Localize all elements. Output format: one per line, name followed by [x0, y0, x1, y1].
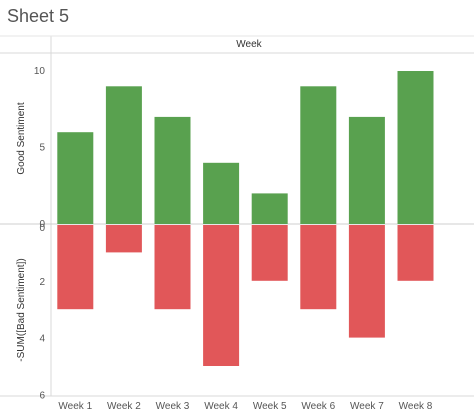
- bar-good-6[interactable]: [300, 86, 337, 224]
- x-tick-label: Week 7: [350, 401, 384, 412]
- bar-bad-4[interactable]: [203, 225, 240, 366]
- bar-bad-1[interactable]: [57, 225, 94, 310]
- bar-bad-5[interactable]: [251, 225, 288, 281]
- bar-good-3[interactable]: [154, 116, 191, 224]
- x-tick-label: Week 4: [204, 401, 238, 412]
- x-tick-label: Week 8: [399, 401, 433, 412]
- column-header: Week: [236, 39, 262, 50]
- sheet-title: Sheet 5: [7, 6, 70, 26]
- bar-bad-6[interactable]: [300, 225, 337, 310]
- y-tick-label-good: 5: [39, 143, 45, 154]
- bar-good-7[interactable]: [348, 116, 385, 224]
- bar-good-2[interactable]: [105, 86, 142, 224]
- y-tick-label-good: 10: [34, 66, 46, 77]
- x-tick-label: Week 2: [107, 401, 141, 412]
- y-tick-label-bad: 0: [39, 223, 45, 234]
- bar-good-4[interactable]: [203, 162, 240, 224]
- x-tick-label: Week 5: [253, 401, 287, 412]
- bar-bad-3[interactable]: [154, 225, 191, 310]
- y-tick-label-bad: 4: [39, 334, 45, 345]
- y-tick-label-bad: 6: [39, 390, 45, 401]
- x-tick-label: Week 1: [58, 401, 92, 412]
- bar-good-5[interactable]: [251, 193, 288, 224]
- y-axis-title-good: Good Sentiment: [16, 102, 27, 174]
- x-tick-label: Week 6: [301, 401, 335, 412]
- y-tick-label-bad: 2: [39, 277, 45, 288]
- y-tick-label-good: 0: [39, 219, 45, 230]
- bar-bad-2[interactable]: [105, 225, 142, 253]
- bar-bad-7[interactable]: [348, 225, 385, 338]
- bar-bad-8[interactable]: [397, 225, 434, 281]
- x-tick-label: Week 3: [156, 401, 190, 412]
- bar-good-8[interactable]: [397, 71, 434, 224]
- y-axis-title-bad: -SUM([Bad Sentiment]): [16, 258, 27, 361]
- bar-good-1[interactable]: [57, 132, 94, 224]
